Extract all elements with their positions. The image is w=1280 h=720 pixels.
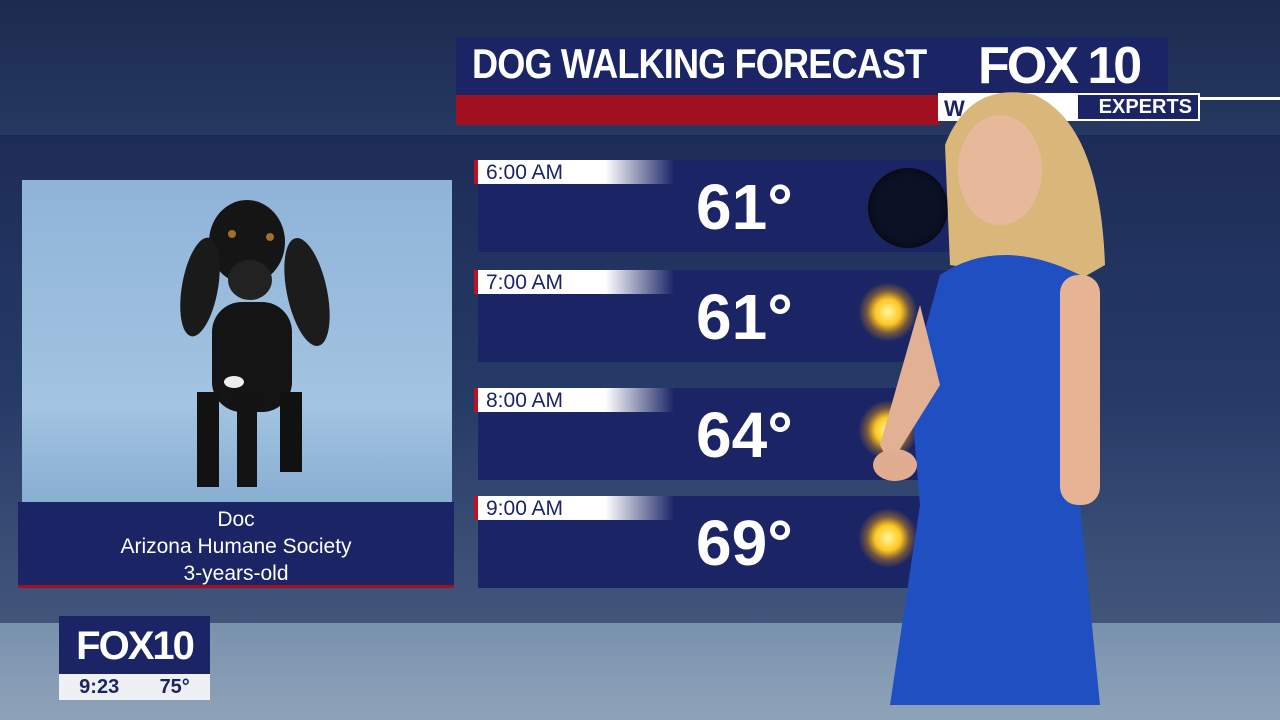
forecast-row: 7:00 AM 61° bbox=[474, 270, 950, 362]
page-title: DOG WALKING FORECAST bbox=[472, 40, 927, 87]
forecast-temp: 69° bbox=[696, 507, 793, 579]
forecast-temp: 61° bbox=[696, 171, 793, 243]
forecast-time: 7:00 AM bbox=[474, 270, 674, 294]
presenter-figure bbox=[873, 92, 1105, 705]
badge-text-left: W bbox=[944, 96, 965, 121]
pet-age: 3-years-old bbox=[183, 562, 289, 585]
station-bug: FOX10 9:23 75° bbox=[59, 616, 210, 700]
title-accent-bar bbox=[456, 95, 940, 125]
title-bar bbox=[456, 37, 1168, 95]
bug-time: 9:23 bbox=[79, 676, 120, 698]
forecast-time: 6:00 AM bbox=[474, 160, 674, 184]
pet-caption: Doc Arizona Humane Society 3-years-old bbox=[18, 502, 454, 588]
bug-logo: FOX10 bbox=[59, 616, 210, 674]
forecast-row: 9:00 AM 69° bbox=[474, 496, 950, 588]
dog-illustration bbox=[180, 200, 330, 487]
forecast-row: 6:00 AM 61° bbox=[474, 160, 950, 252]
sun-icon bbox=[858, 282, 918, 342]
pet-name: Doc bbox=[217, 508, 255, 531]
forecast-time: 8:00 AM bbox=[474, 388, 674, 412]
fox10-logo: FOX 10 bbox=[978, 37, 1142, 95]
dog-photo bbox=[22, 180, 452, 502]
forecast-temp: 61° bbox=[696, 281, 793, 353]
forecast-time: 9:00 AM bbox=[474, 496, 674, 520]
sun-icon bbox=[858, 508, 918, 568]
bug-temp: 75° bbox=[159, 676, 190, 698]
badge-text-right: EXPERTS bbox=[1078, 95, 1198, 119]
night-moon-icon bbox=[868, 168, 948, 248]
divider-line bbox=[1200, 97, 1280, 100]
forecast-temp: 64° bbox=[696, 399, 793, 471]
pet-organization: Arizona Humane Society bbox=[120, 535, 352, 558]
